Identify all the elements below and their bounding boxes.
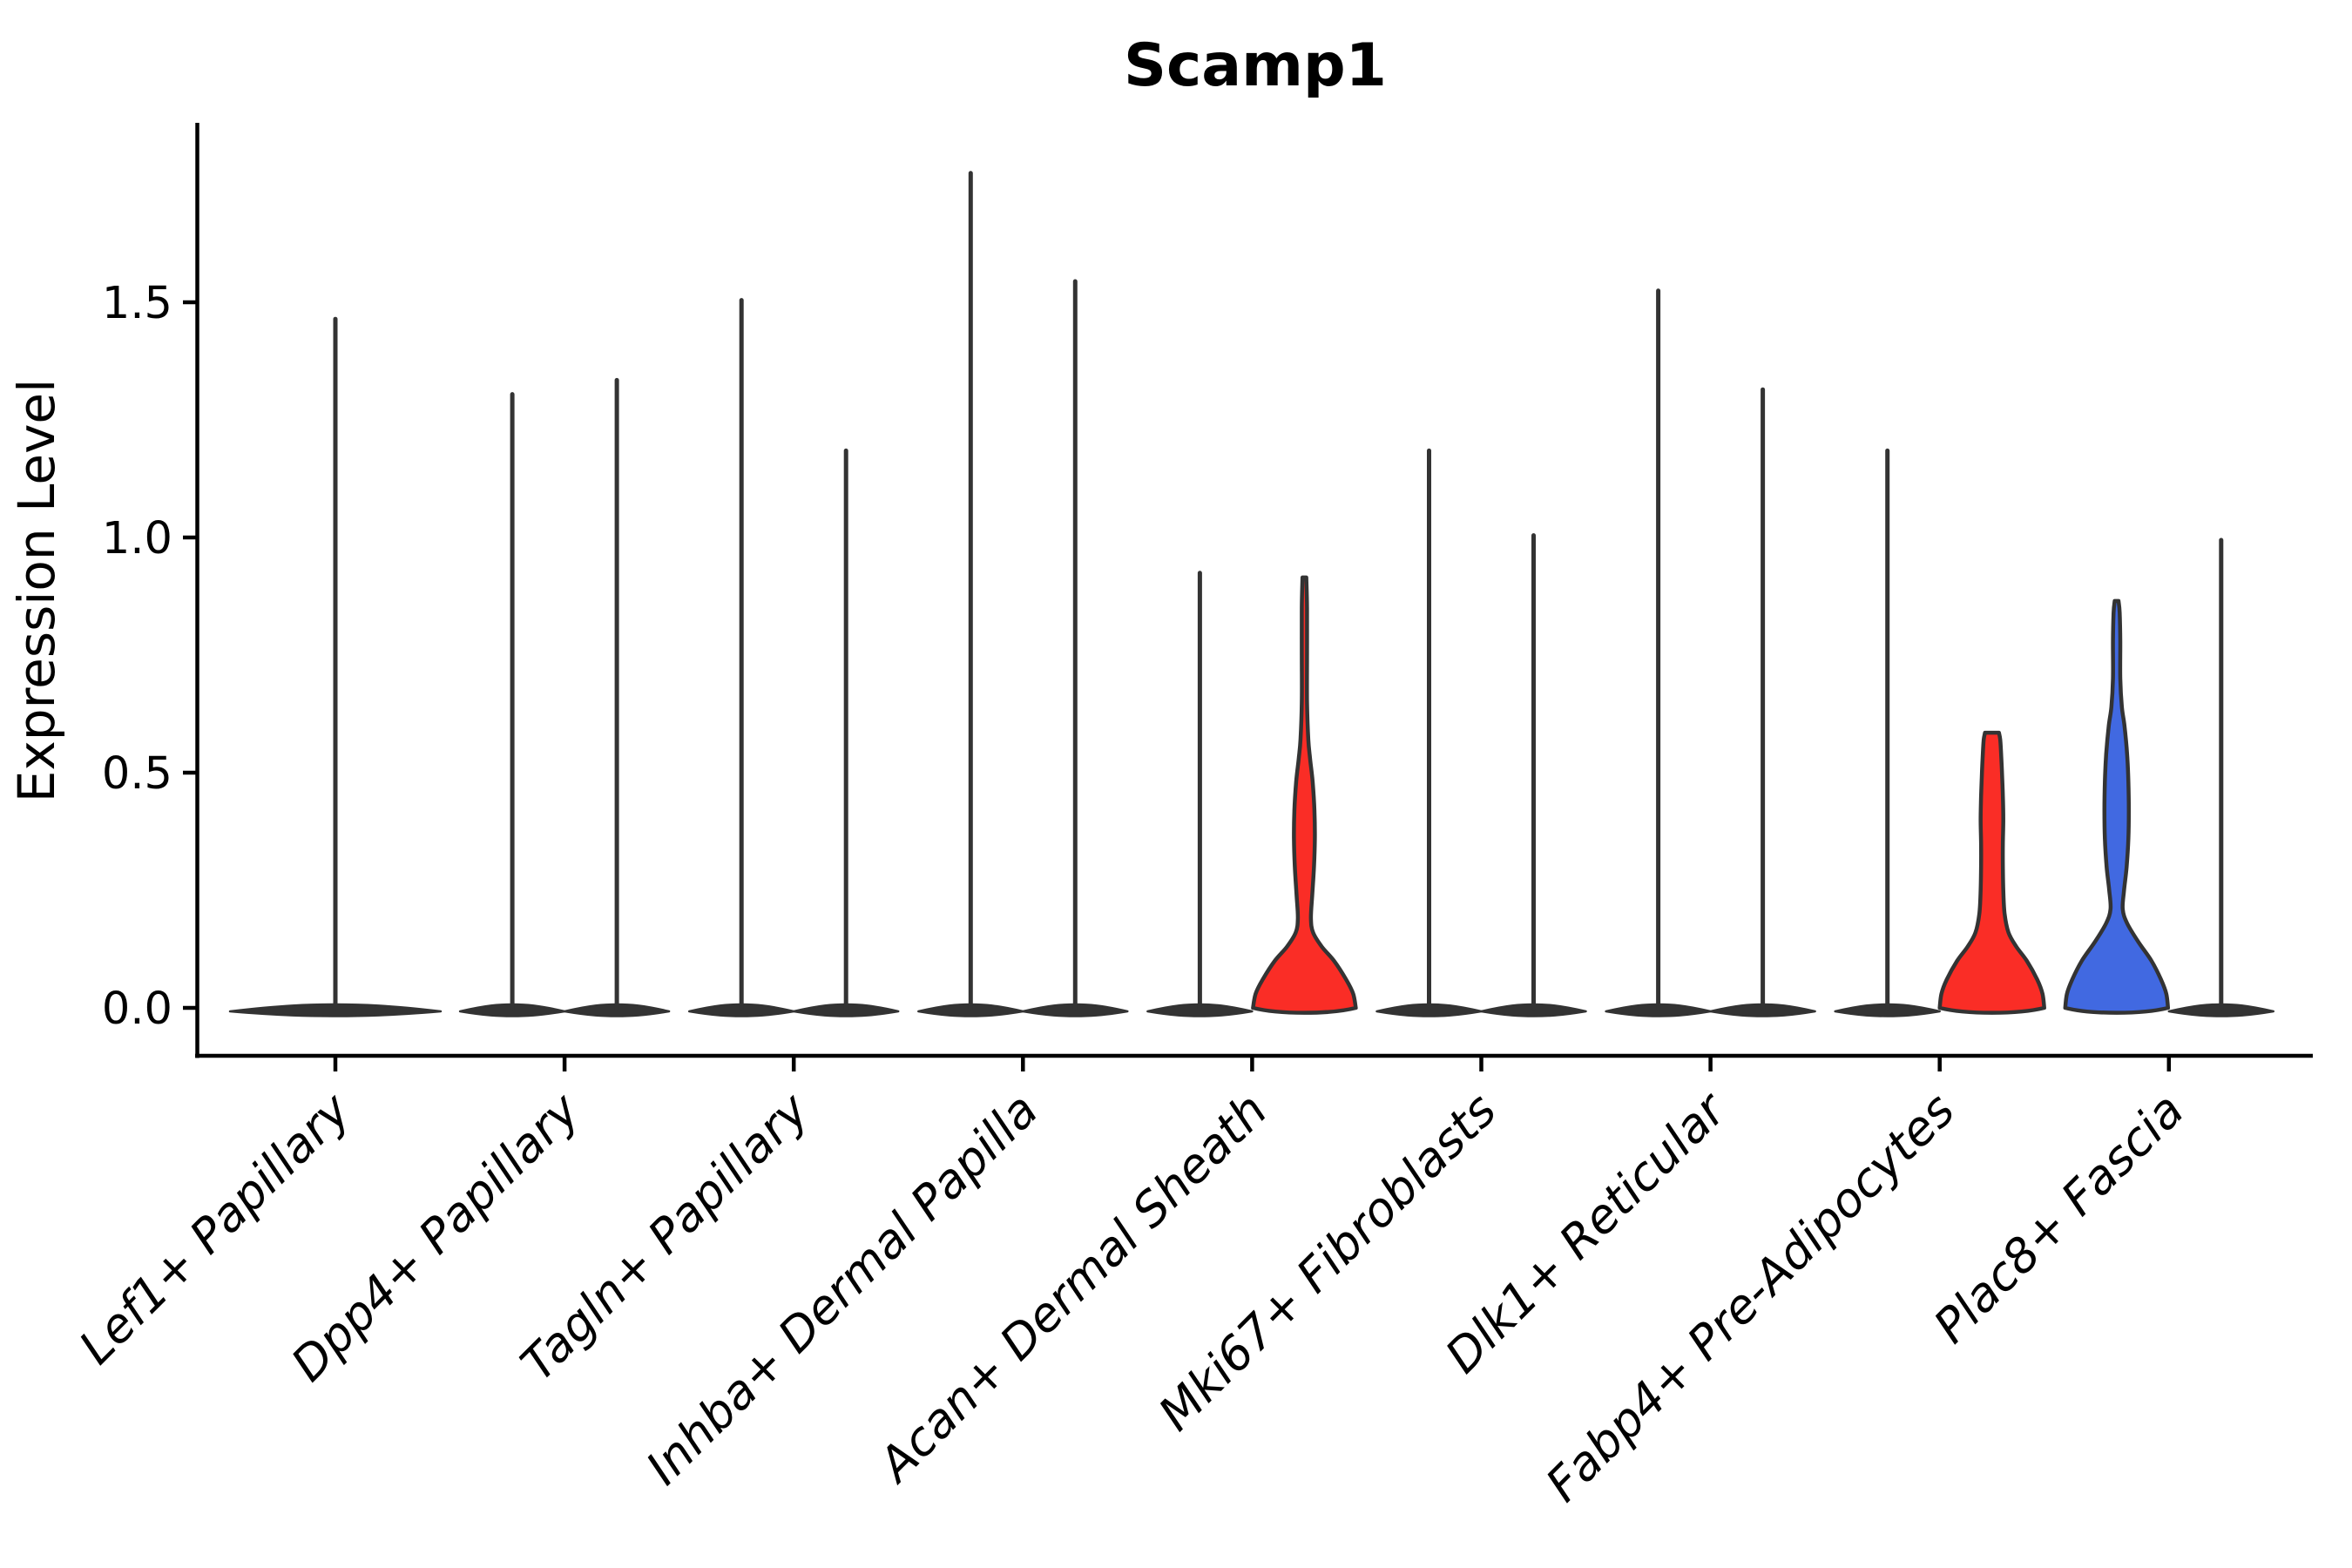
x-tick-label: Inhba+ Dermal Papilla: [636, 1083, 1049, 1496]
y-axis-label: Expression Level: [7, 379, 66, 802]
y-tick-label: 1.5: [102, 278, 172, 329]
x-axis-ticks: [333, 1056, 2172, 1071]
violin-filled: [2063, 598, 2171, 1015]
x-tick-label: Plac8+ Fascia: [1923, 1083, 2194, 1354]
y-tick-label: 0.5: [102, 748, 172, 800]
y-axis-tick-labels: 0.0 0.5 1.0 1.5: [102, 278, 172, 1035]
violins-group: [228, 171, 2275, 1017]
violin-filled: [1251, 575, 1358, 1015]
y-axis-ticks: [183, 300, 197, 1010]
y-tick-label: 0.0: [102, 983, 172, 1035]
x-tick-label: Fabp4+ Pre-Adipocytes: [1536, 1083, 1965, 1512]
violin-filled: [1937, 730, 2046, 1015]
chart-title: Scamp1: [1124, 31, 1387, 100]
x-tick-label: Acan+ Dermal Sheath: [867, 1083, 1278, 1494]
y-tick-label: 1.0: [102, 513, 172, 564]
